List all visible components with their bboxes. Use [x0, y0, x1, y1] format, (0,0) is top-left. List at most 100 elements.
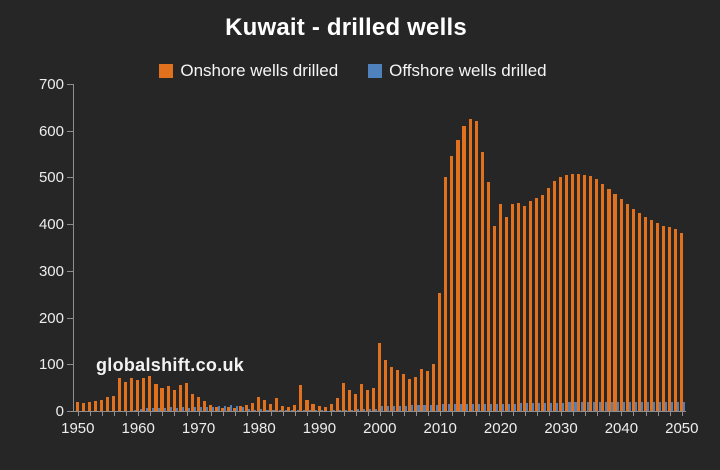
x-tick-mark [114, 412, 116, 416]
x-tick-mark [464, 412, 466, 416]
x-tick-mark [126, 412, 128, 416]
bar-onshore-1950 [75, 402, 79, 411]
bar-onshore-1989 [311, 404, 315, 411]
bar-offshore-2007 [423, 405, 426, 411]
x-tick-label-1970: 1970 [181, 420, 216, 437]
x-tick-mark [198, 412, 200, 416]
x-tick-mark [77, 412, 79, 416]
bar-offshore-2011 [447, 404, 450, 411]
x-tick-mark [440, 412, 442, 416]
bar-onshore-2028 [547, 187, 551, 411]
x-tick-mark [488, 412, 490, 416]
bar-onshore-2041 [625, 204, 629, 411]
bar-offshore-1974 [224, 405, 227, 411]
x-tick-mark [391, 412, 393, 416]
bar-offshore-1977 [242, 406, 245, 411]
bar-offshore-1959 [133, 410, 136, 411]
y-tick-label-600: 600 [38, 122, 64, 140]
bar-onshore-1990 [317, 405, 321, 411]
bar-onshore-1975 [226, 407, 230, 411]
bar-onshore-2023 [516, 202, 520, 411]
bar-onshore-1963 [154, 383, 158, 411]
legend-swatch-offshore-icon [368, 64, 383, 78]
bar-onshore-2011 [444, 177, 448, 411]
x-tick-mark [234, 412, 236, 416]
y-tick-label-200: 200 [38, 309, 64, 327]
bar-offshore-2016 [477, 404, 480, 411]
x-tick-mark [319, 412, 321, 416]
bar-offshore-1979 [254, 409, 257, 411]
bar-onshore-1994 [341, 382, 345, 411]
bar-offshore-1962 [151, 407, 154, 411]
bar-offshore-2018 [489, 404, 492, 411]
bar-onshore-2025 [528, 200, 532, 411]
x-tick-mark [367, 412, 369, 416]
x-tick-mark [283, 412, 285, 416]
watermark: globalshift.co.uk [96, 355, 245, 375]
bar-onshore-2030 [559, 177, 563, 411]
bar-onshore-2009 [432, 364, 436, 411]
bar-onshore-2033 [577, 173, 581, 411]
bar-onshore-1985 [287, 406, 291, 411]
bar-offshore-2048 [671, 401, 674, 411]
bar-offshore-2002 [393, 405, 396, 411]
bar-onshore-1961 [142, 377, 146, 411]
bar-offshore-2027 [544, 402, 547, 411]
x-tick-mark [536, 412, 538, 416]
bar-onshore-2042 [631, 209, 635, 411]
bar-onshore-1980 [257, 397, 261, 411]
x-tick-mark [609, 412, 611, 416]
bar-onshore-1955 [106, 397, 110, 411]
bar-offshore-1975 [230, 405, 233, 411]
bar-offshore-2003 [399, 406, 402, 411]
bar-onshore-1982 [269, 403, 273, 411]
bar-onshore-2019 [492, 226, 496, 411]
bar-onshore-2044 [643, 217, 647, 411]
bar-offshore-2040 [622, 401, 625, 411]
x-tick-mark [210, 412, 212, 416]
x-tick-mark [355, 412, 357, 416]
bar-onshore-2036 [595, 179, 599, 411]
bar-offshore-2012 [453, 404, 456, 411]
y-tick-label-700: 700 [38, 76, 64, 93]
y-tick-mark [67, 364, 73, 366]
bar-onshore-2016 [474, 121, 478, 411]
bar-offshore-1983 [278, 409, 281, 411]
x-tick-mark [89, 412, 91, 416]
bar-onshore-1968 [184, 383, 188, 411]
bar-onshore-1979 [251, 402, 255, 411]
bar-onshore-2050 [679, 232, 683, 411]
bar-offshore-2025 [532, 403, 535, 411]
bar-offshore-1970 [200, 406, 203, 411]
bar-onshore-1991 [323, 407, 327, 411]
bar-offshore-2004 [405, 405, 408, 411]
x-tick-mark [669, 412, 671, 416]
bar-offshore-1964 [163, 407, 166, 411]
bar-offshore-2006 [417, 405, 420, 411]
bar-offshore-2038 [610, 401, 613, 411]
y-tick-label-400: 400 [38, 216, 64, 234]
bar-onshore-2049 [673, 229, 677, 411]
bar-onshore-1969 [190, 394, 194, 411]
bar-onshore-2002 [389, 366, 394, 411]
bar-offshore-2024 [526, 403, 529, 411]
bar-onshore-1951 [81, 402, 86, 411]
bar-offshore-2049 [677, 401, 680, 411]
bar-onshore-2012 [450, 156, 454, 411]
bar-offshore-1981 [266, 409, 269, 411]
y-tick-label-100: 100 [38, 356, 64, 374]
y-tick-label-500: 500 [38, 169, 64, 187]
bar-onshore-1997 [359, 383, 363, 411]
bar-offshore-2046 [659, 401, 662, 411]
x-tick-mark [633, 412, 635, 416]
x-tick-mark [561, 412, 562, 416]
bar-onshore-2006 [414, 377, 418, 411]
x-tick-mark [548, 412, 550, 416]
legend: Onshore wells drilled Offshore wells dri… [0, 61, 706, 81]
bar-onshore-2026 [534, 198, 539, 411]
bar-offshore-2022 [514, 403, 517, 411]
bar-onshore-1996 [353, 394, 357, 411]
x-tick-mark [500, 412, 502, 416]
x-tick-mark [343, 412, 345, 416]
bar-offshore-2043 [640, 401, 643, 411]
